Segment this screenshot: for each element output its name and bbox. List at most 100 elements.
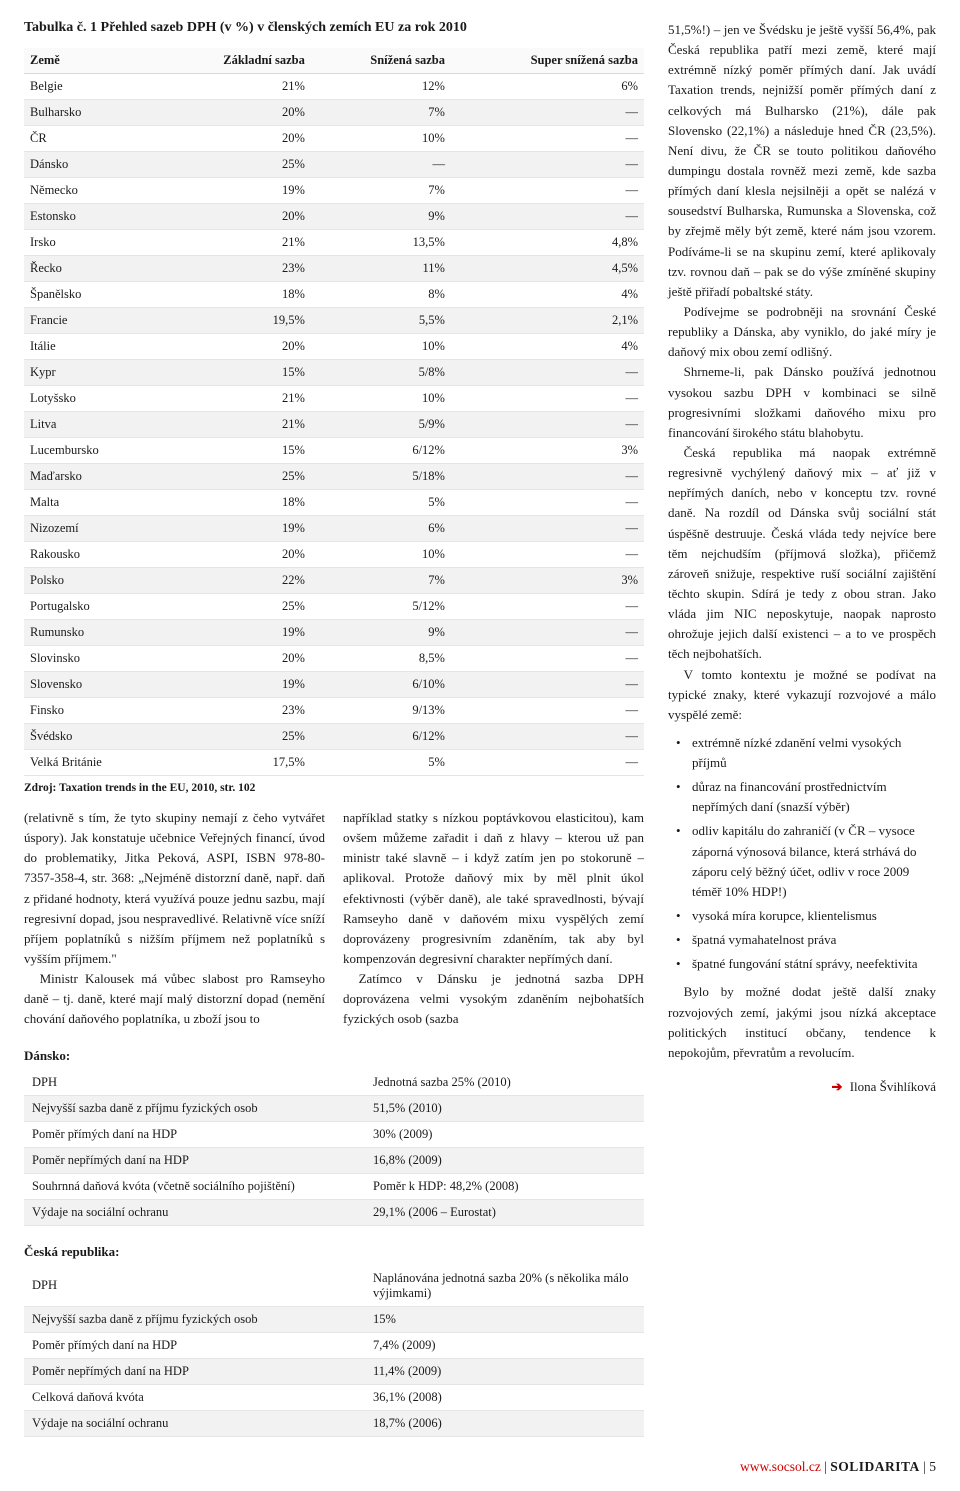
table-row: Poměr přímých daní na HDP30% (2009): [24, 1121, 644, 1147]
table-cell: 20%: [160, 542, 311, 568]
table-cell: —: [451, 698, 644, 724]
right-p3: Shrneme-li, pak Dánsko používá jednotnou…: [668, 362, 936, 443]
table-cell: 5%: [311, 750, 451, 776]
table-row: Finsko23%9/13%—: [24, 698, 644, 724]
table-cell: 9/13%: [311, 698, 451, 724]
table-row: Řecko23%11%4,5%: [24, 256, 644, 282]
table-cell: 19,5%: [160, 308, 311, 334]
table-row: DPHNaplánována jednotná sazba 20% (s něk…: [24, 1266, 644, 1307]
dansko-table: DPHJednotná sazba 25% (2010)Nejvyšší saz…: [24, 1070, 644, 1226]
page-footer: www.socsol.cz | SOLIDARITA | 5: [24, 1459, 936, 1475]
list-item: špatné fungování státní správy, neefekti…: [682, 954, 936, 974]
table-cell: 15%: [365, 1306, 644, 1332]
table-cell: 11,4% (2009): [365, 1358, 644, 1384]
table-cell: 25%: [160, 724, 311, 750]
table-cell: —: [451, 620, 644, 646]
table-cell: Kypr: [24, 360, 160, 386]
table-cell: 18%: [160, 282, 311, 308]
list-item: špatná vymahatelnost práva: [682, 930, 936, 950]
table-cell: Výdaje na sociální ochranu: [24, 1410, 365, 1436]
table-cell: 4%: [451, 282, 644, 308]
vat-th-country: Země: [24, 48, 160, 74]
table-cell: 12%: [311, 74, 451, 100]
table-cell: 10%: [311, 542, 451, 568]
table-cell: 36,1% (2008): [365, 1384, 644, 1410]
table-cell: 23%: [160, 698, 311, 724]
table-cell: —: [311, 152, 451, 178]
table-cell: 19%: [160, 178, 311, 204]
table-cell: Slovensko: [24, 672, 160, 698]
table-cell: 20%: [160, 100, 311, 126]
right-p5: V tomto kontextu je možné se podívat na …: [668, 665, 936, 725]
table-cell: Poměr přímých daní na HDP: [24, 1332, 365, 1358]
table-cell: Rumunsko: [24, 620, 160, 646]
table-cell: 7,4% (2009): [365, 1332, 644, 1358]
table-cell: Řecko: [24, 256, 160, 282]
table-cell: —: [451, 386, 644, 412]
table-cell: —: [451, 750, 644, 776]
table-cell: Celková daňová kvóta: [24, 1384, 365, 1410]
table-row: Švédsko25%6/12%—: [24, 724, 644, 750]
table-cell: 8,5%: [311, 646, 451, 672]
table-cell: 10%: [311, 126, 451, 152]
table-cell: Poměr přímých daní na HDP: [24, 1121, 365, 1147]
table-cell: Litva: [24, 412, 160, 438]
table-cell: Nejvyšší sazba daně z příjmu fyzických o…: [24, 1095, 365, 1121]
table-cell: 3%: [451, 438, 644, 464]
table-cell: 4,5%: [451, 256, 644, 282]
table-cell: 15%: [160, 360, 311, 386]
table-cell: Malta: [24, 490, 160, 516]
body-mid-p2: Zatímco v Dánsku je jednotná sazba DPH d…: [343, 969, 644, 1029]
table-cell: 5/9%: [311, 412, 451, 438]
table-cell: 6%: [311, 516, 451, 542]
table-cell: —: [451, 516, 644, 542]
footer-site: www.socsol.cz: [740, 1459, 821, 1474]
table-cell: Lotyšsko: [24, 386, 160, 412]
table-cell: —: [451, 178, 644, 204]
table-row: Německo19%7%—: [24, 178, 644, 204]
table-cell: Švédsko: [24, 724, 160, 750]
table-row: Nejvyšší sazba daně z příjmu fyzických o…: [24, 1306, 644, 1332]
table-cell: 25%: [160, 464, 311, 490]
table-cell: DPH: [24, 1266, 365, 1307]
table-cell: 21%: [160, 230, 311, 256]
table-cell: Lucembursko: [24, 438, 160, 464]
table-cell: 7%: [311, 568, 451, 594]
table-cell: Poměr k HDP: 48,2% (2008): [365, 1173, 644, 1199]
table-cell: 22%: [160, 568, 311, 594]
table-cell: Francie: [24, 308, 160, 334]
table-cell: 19%: [160, 672, 311, 698]
table-cell: 8%: [311, 282, 451, 308]
table-cell: 7%: [311, 178, 451, 204]
table-cell: 15%: [160, 438, 311, 464]
table-cell: 10%: [311, 334, 451, 360]
table-row: Španělsko18%8%4%: [24, 282, 644, 308]
vat-th-base: Základní sazba: [160, 48, 311, 74]
footer-page: 5: [929, 1459, 936, 1474]
table-cell: Irsko: [24, 230, 160, 256]
body-left-p2: Ministr Kalousek má vůbec slabost pro Ra…: [24, 969, 325, 1029]
body-mid-p1: například statky s nízkou poptávkovou el…: [343, 808, 644, 969]
table-cell: 29,1% (2006 – Eurostat): [365, 1199, 644, 1225]
table-cell: 5/18%: [311, 464, 451, 490]
body-left-p1: (relativně s tím, že tyto skupiny nemají…: [24, 808, 325, 969]
table-cell: —: [451, 672, 644, 698]
table-row: Malta18%5%—: [24, 490, 644, 516]
table-cell: —: [451, 152, 644, 178]
feature-bullets: extrémně nízké zdanění velmi vysokých př…: [668, 733, 936, 975]
table-row: Estonsko20%9%—: [24, 204, 644, 230]
table-cell: Nizozemí: [24, 516, 160, 542]
table-row: Rumunsko19%9%—: [24, 620, 644, 646]
table-row: Nizozemí19%6%—: [24, 516, 644, 542]
table-row: Kypr15%5/8%—: [24, 360, 644, 386]
table-row: Lucembursko15%6/12%3%: [24, 438, 644, 464]
table-cell: 11%: [311, 256, 451, 282]
table-cell: —: [451, 542, 644, 568]
byline: ➔ Ilona Švihlíková: [668, 1077, 936, 1097]
list-item: extrémně nízké zdanění velmi vysokých př…: [682, 733, 936, 773]
table-cell: 5%: [311, 490, 451, 516]
table-cell: —: [451, 594, 644, 620]
table-cell: Dánsko: [24, 152, 160, 178]
vat-table: Země Základní sazba Snížená sazba Super …: [24, 48, 644, 776]
list-item: odliv kapitálu do zahraničí (v ČR – vyso…: [682, 821, 936, 902]
